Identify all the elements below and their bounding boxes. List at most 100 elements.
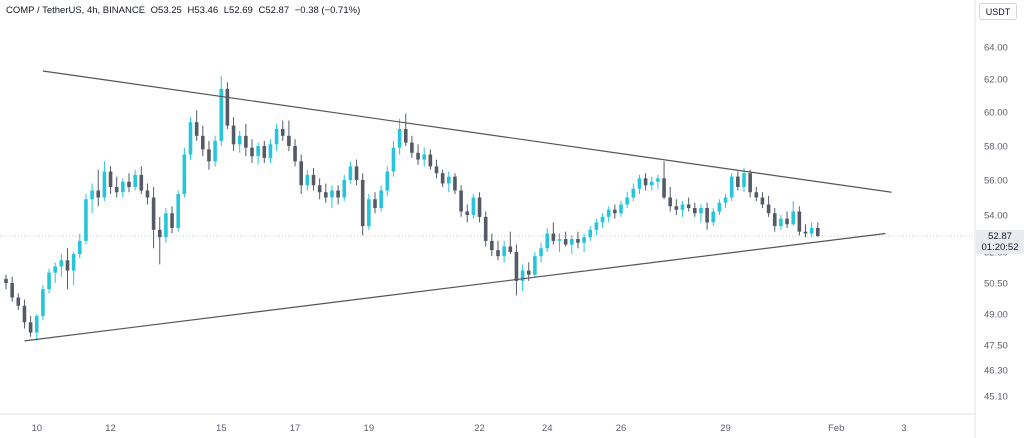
candle: [643, 173, 648, 191]
candle-body: [22, 305, 27, 323]
candle: [348, 161, 353, 184]
candle-body: [121, 181, 125, 193]
candle-body: [649, 181, 654, 186]
candle: [237, 130, 242, 153]
candle-body: [108, 171, 113, 187]
candle-body: [637, 178, 642, 189]
currency-button[interactable]: USDT: [979, 3, 1017, 20]
candle-body: [693, 208, 697, 214]
candle: [10, 276, 14, 302]
candle-body: [170, 213, 174, 228]
candle-body: [533, 256, 537, 275]
candle-body: [717, 202, 722, 212]
candle: [471, 194, 476, 219]
candle-body: [16, 297, 21, 306]
candle: [274, 123, 279, 152]
candle: [483, 211, 488, 247]
candle-body: [133, 174, 137, 187]
change-value: −0.38 (−0.71%): [294, 5, 361, 16]
candle: [16, 293, 21, 310]
candle-body: [250, 147, 254, 157]
candle: [557, 233, 562, 252]
candle: [551, 222, 556, 245]
candle-body: [600, 216, 605, 223]
candle-body: [244, 135, 248, 148]
candle: [613, 204, 617, 219]
candle: [47, 268, 51, 294]
candle-body: [760, 197, 765, 205]
candle: [668, 187, 672, 212]
price-tick-label: 45.10: [984, 392, 1008, 403]
candle: [570, 235, 574, 255]
candle: [367, 194, 371, 230]
candle-body: [434, 166, 439, 174]
candle-body: [619, 204, 623, 214]
time-tick-label: 12: [105, 423, 116, 434]
candle-body: [59, 260, 64, 267]
price-tick-label: 60.00: [984, 108, 1008, 119]
candle-body: [656, 178, 660, 182]
candle: [164, 208, 168, 243]
price-axis[interactable]: 64.0062.0060.0058.0056.0054.0052.0050.50…: [984, 43, 1008, 403]
candle: [311, 168, 316, 191]
candle: [139, 166, 144, 194]
candle-body: [471, 197, 476, 215]
last-price-tag: 52.87 01:20:52: [976, 229, 1024, 254]
candle-body: [563, 239, 568, 245]
candle: [4, 274, 8, 290]
candle: [637, 174, 642, 194]
candle: [496, 240, 500, 261]
close-value: C52.87: [258, 5, 290, 16]
candle: [422, 147, 426, 167]
candle: [465, 204, 470, 223]
candle: [477, 192, 482, 223]
candle-body: [41, 289, 45, 317]
candle-body: [416, 152, 420, 160]
candle: [53, 262, 57, 283]
candle-body: [791, 211, 795, 225]
candle-body: [453, 176, 457, 191]
candle: [649, 176, 654, 191]
candle: [539, 242, 543, 263]
candle-body: [262, 146, 267, 158]
candle: [662, 161, 666, 200]
candle-body: [385, 171, 390, 191]
candle: [207, 140, 211, 170]
candle: [34, 314, 39, 341]
candle-body: [348, 166, 353, 180]
trendline-lower[interactable]: [24, 232, 886, 342]
candle-body: [10, 283, 14, 298]
candle-body: [311, 174, 316, 186]
trendline-upper[interactable]: [42, 70, 892, 193]
open-value: O53.25: [150, 5, 182, 16]
candle-body: [71, 254, 76, 271]
candle: [84, 194, 88, 245]
candle: [213, 135, 217, 167]
candle-body: [157, 229, 162, 238]
candle-body: [201, 135, 205, 150]
candle: [508, 231, 513, 255]
candle-body: [176, 194, 180, 228]
candle-body: [127, 181, 131, 187]
candle-body: [779, 218, 783, 227]
candle-body: [324, 192, 328, 198]
candle-body: [625, 197, 629, 205]
trendlines-group: [24, 70, 892, 342]
candle-body: [47, 272, 51, 290]
candle: [78, 233, 82, 259]
candle-body: [188, 122, 193, 155]
candle-body: [711, 211, 716, 223]
candle-body: [96, 190, 101, 198]
candle: [674, 199, 679, 215]
candle-body: [225, 88, 230, 126]
candle: [588, 226, 593, 241]
time-axis[interactable]: 10 12 15 17 19 22 24 26 29 Feb 3: [31, 423, 906, 434]
symbol-title[interactable]: COMP / TetherUS, 4h, BINANCE: [6, 5, 146, 16]
candle: [785, 211, 789, 228]
candle-body: [459, 190, 463, 212]
candle-body: [748, 173, 752, 193]
candle-body: [299, 161, 303, 186]
candle: [151, 187, 156, 249]
candle-body: [164, 213, 168, 238]
